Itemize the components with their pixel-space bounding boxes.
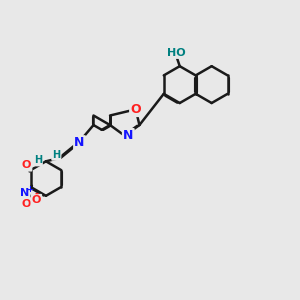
Text: O: O xyxy=(22,160,31,170)
Text: -: - xyxy=(34,189,38,199)
Text: N: N xyxy=(123,129,134,142)
Text: O: O xyxy=(21,199,31,209)
Text: N: N xyxy=(20,188,29,197)
Text: HO: HO xyxy=(167,48,186,58)
Text: O: O xyxy=(32,195,41,205)
Text: H: H xyxy=(52,150,60,160)
Text: N: N xyxy=(74,136,85,149)
Text: O: O xyxy=(130,103,141,116)
Text: H: H xyxy=(34,155,42,165)
Text: +: + xyxy=(26,185,33,194)
